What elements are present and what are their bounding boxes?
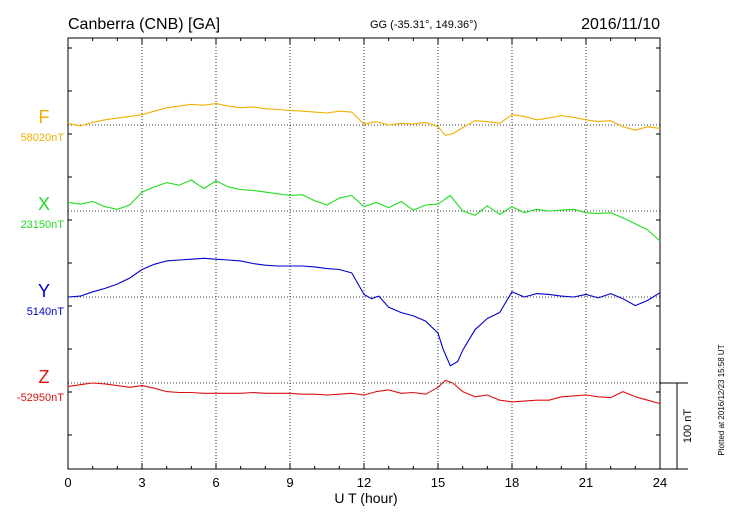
- series-name-y: Y: [38, 281, 50, 301]
- series-name-z: Z: [39, 367, 50, 387]
- series-lines: [67, 102, 661, 405]
- series-line-f: [67, 102, 661, 136]
- series-labels: F 58020nT X 23150nT Y 5140nT Z -52950nT: [17, 107, 64, 404]
- series-name-f: F: [39, 107, 50, 127]
- scale-bar: 100 nT: [660, 382, 694, 470]
- series-line-x: [67, 179, 661, 242]
- series-baseline-x: 23150nT: [21, 219, 65, 231]
- series-baseline-f: 58020nT: [21, 132, 65, 144]
- x-tick-label: 0: [64, 475, 71, 490]
- grid-lines: [68, 38, 660, 469]
- x-tick-label: 9: [286, 475, 293, 490]
- x-tick-label: 15: [431, 475, 445, 490]
- x-tick-label: 6: [212, 475, 219, 490]
- x-tick-label: 3: [138, 475, 145, 490]
- series-name-x: X: [38, 194, 50, 214]
- scale-bar-label: 100 nT: [682, 409, 694, 444]
- x-tick-label: 21: [579, 475, 593, 490]
- x-tick-label: 18: [505, 475, 519, 490]
- x-axis-label: U T (hour): [334, 490, 397, 506]
- date-label: 2016/11/10: [581, 16, 660, 33]
- plot-frame: [67, 37, 661, 470]
- series-line-y: [67, 257, 661, 367]
- x-tick-label: 24: [653, 475, 667, 490]
- series-baseline-y: 5140nT: [27, 306, 65, 318]
- series-baseline-z: -52950nT: [17, 392, 64, 404]
- x-tick-labels: 0 3 6 9 12 15 18 21 24: [64, 475, 667, 490]
- plotted-timestamp: Plotted at 2016/12/23 15:58 UT: [717, 344, 726, 455]
- x-tick-label: 12: [357, 475, 371, 490]
- coordinates-label: GG (-35.31°, 149.36°): [370, 19, 477, 31]
- series-line-z: [67, 379, 661, 405]
- station-title: Canberra (CNB) [GA]: [68, 16, 220, 33]
